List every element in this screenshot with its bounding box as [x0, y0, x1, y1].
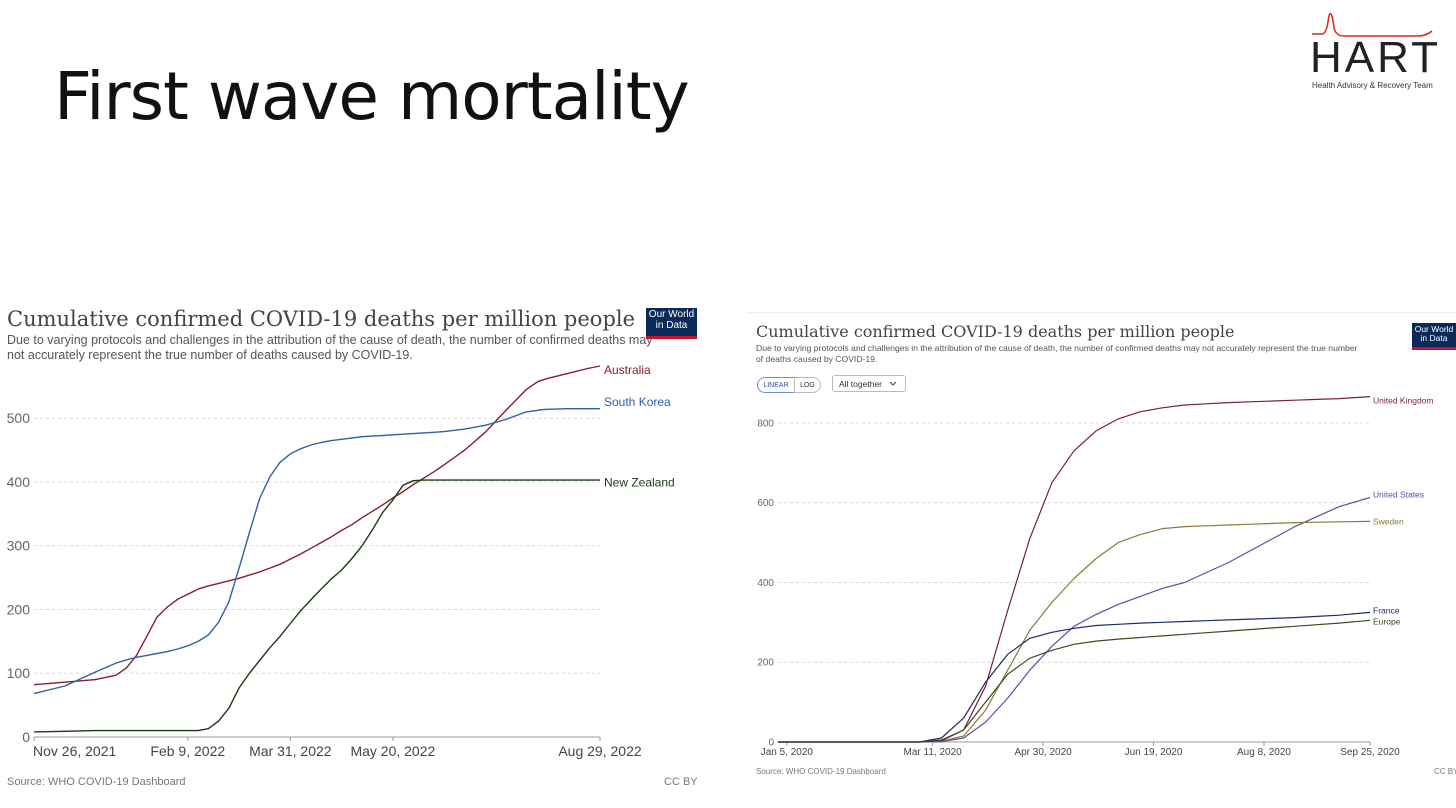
series-line-united-states	[778, 496, 1371, 743]
x-tick-label: May 20, 2022	[350, 743, 435, 759]
logo-pulse-line	[1312, 12, 1433, 37]
y-tick-label: 200	[7, 601, 31, 617]
chart-right-title: Cumulative confirmed COVID-19 deaths per…	[756, 322, 1235, 341]
x-tick-label: Aug 29, 2022	[558, 743, 642, 759]
logo-word: HART	[1310, 33, 1441, 82]
series-line-new-zealand	[33, 479, 600, 733]
series-dropdown-label: All together	[839, 378, 882, 389]
slide-title: First wave mortality	[54, 58, 690, 135]
series-line-europe	[778, 619, 1371, 743]
owid-badge-left[interactable]: Our World in Data	[646, 308, 697, 339]
y-tick-label: 800	[757, 418, 774, 429]
chevron-down-icon	[889, 381, 897, 386]
y-tick-label: 400	[757, 578, 774, 589]
owid-badge-left-line2: in Data	[655, 319, 688, 331]
y-tick-label: 500	[7, 410, 31, 426]
x-tick-label: Mar 31, 2022	[249, 743, 332, 759]
x-tick-label: Apr 30, 2020	[1014, 747, 1072, 758]
hart-logo-icon	[1312, 12, 1433, 37]
x-tick-label: Nov 26, 2021	[33, 743, 116, 759]
x-tick-label: Mar 11, 2020	[904, 747, 963, 758]
y-tick-label: 100	[7, 665, 31, 681]
y-tick-label: 0	[768, 738, 774, 749]
chart-left-license[interactable]: CC BY	[664, 776, 698, 788]
chart-right-source: Source: WHO COVID-19 Dashboard	[756, 767, 886, 776]
series-line-sweden	[778, 520, 1371, 743]
x-tick-label: Jan 5, 2020	[761, 747, 814, 758]
series-line-france	[778, 611, 1371, 743]
series-label-europe: Europe	[1373, 616, 1401, 626]
y-tick-label: 600	[757, 498, 774, 509]
chart-right-subtitle-1: Due to varying protocols and challenges …	[756, 343, 1358, 353]
owid-badge-right-line2: in Data	[1420, 332, 1448, 343]
chart-left: Cumulative confirmed COVID-19 deaths per…	[0, 300, 705, 800]
series-label-south-korea: South Korea	[604, 395, 671, 409]
chart-left-source: Source: WHO COVID-19 Dashboard	[7, 776, 186, 788]
series-line-united-kingdom	[778, 396, 1371, 743]
x-tick-label: Sep 25, 2020	[1340, 747, 1400, 758]
log-toggle-button[interactable]: LOG	[794, 377, 821, 393]
series-label-united-kingdom: United Kingdom	[1373, 396, 1433, 406]
owid-badge-right-line1: Our World	[1414, 324, 1454, 334]
logo-subtitle: Health Advisory & Recovery Team	[1312, 81, 1433, 90]
chart-left-title: Cumulative confirmed COVID-19 deaths per…	[7, 307, 636, 331]
series-dropdown[interactable]: All together	[832, 375, 906, 392]
chart-left-plot: 0 100 200 300 400 500 Nov 26, 2021 Feb 9, 2022 M…	[7, 363, 675, 759]
x-tick-label: Feb 9, 2022	[150, 743, 225, 759]
series-line-south-korea	[33, 408, 600, 695]
chart-right-plot: 0 200 400 600 800 Jan 5, 2020 Mar 11, 2020 Apr …	[757, 396, 1433, 758]
x-tick-label: Jun 19, 2020	[1125, 747, 1183, 758]
y-tick-label: 200	[757, 658, 774, 669]
series-label-france: France	[1373, 605, 1400, 615]
owid-badge-left-line1: Our World	[648, 309, 695, 320]
series-label-new-zealand: New Zealand	[604, 475, 675, 489]
chart-right: Cumulative confirmed COVID-19 deaths per…	[748, 312, 1456, 783]
chart-right-subtitle-2: of deaths caused by COVID-19.	[756, 354, 878, 364]
series-label-sweden: Sweden	[1373, 516, 1404, 526]
series-label-united-states: United States	[1373, 489, 1424, 499]
series-line-australia	[33, 365, 601, 686]
chart-right-license[interactable]: CC BY	[1434, 767, 1456, 776]
chart-left-subtitle-1: Due to varying protocols and challenges …	[7, 333, 653, 347]
owid-badge-right[interactable]: Our World in Data	[1412, 323, 1456, 350]
y-tick-label: 0	[22, 729, 30, 745]
x-tick-label: Aug 8, 2020	[1237, 747, 1291, 758]
series-label-australia: Australia	[604, 363, 651, 377]
chart-left-subtitle-2: not accurately represent the true number…	[7, 348, 413, 362]
y-tick-label: 400	[7, 474, 31, 490]
y-tick-label: 300	[7, 538, 31, 554]
